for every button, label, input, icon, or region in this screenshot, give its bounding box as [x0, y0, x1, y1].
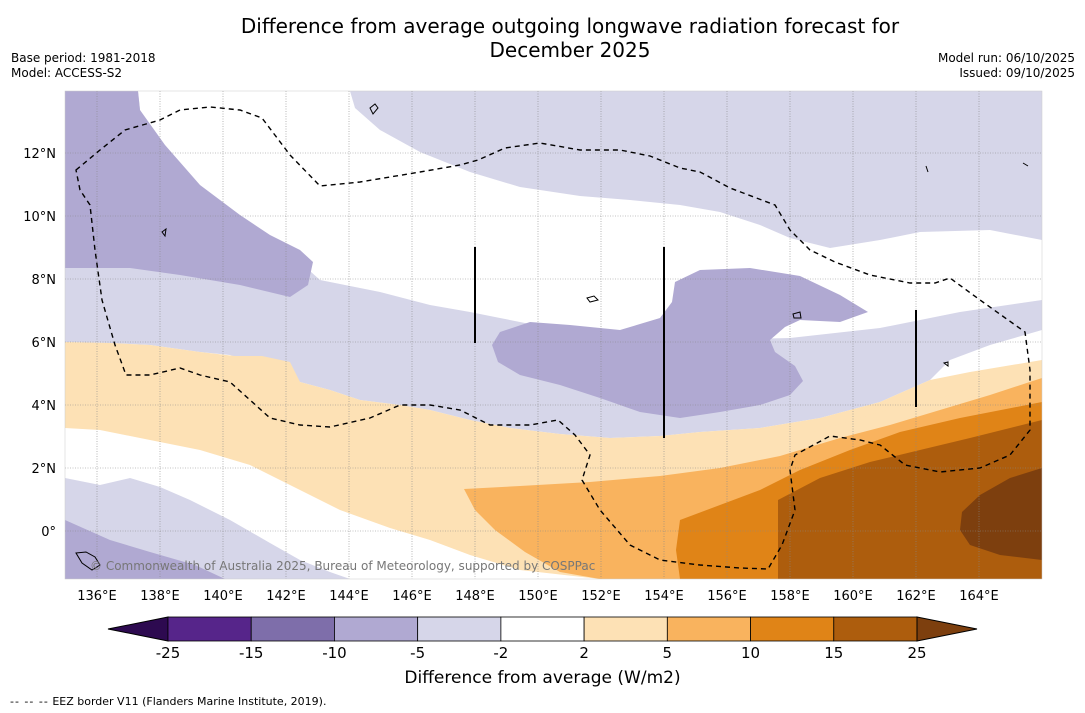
model-run: Model run: 06/10/2025 — [937, 51, 1075, 65]
island-north — [369, 103, 379, 115]
lat-tick-label: 0° — [41, 525, 56, 540]
island-northeast — [1022, 162, 1029, 167]
lon-tick-label: 144°E — [329, 589, 369, 604]
meta-right: Model run: 06/10/2025 Issued: 09/10/2025 — [938, 51, 1075, 81]
island-east — [942, 361, 949, 367]
lon-tick-label: 156°E — [707, 589, 747, 604]
colorbar-segment — [334, 616, 419, 642]
colorbar-tick-label: 25 — [907, 644, 926, 662]
eez-border — [75, 106, 1031, 570]
lon-tick-label: 136°E — [77, 589, 117, 604]
latitude-axis: 12°N 10°N 8°N 6°N 4°N 2°N 0° — [23, 147, 56, 540]
island-cluster-2 — [792, 311, 802, 319]
longitude-axis: 136°E 138°E 140°E 142°E 144°E 146°E 148°E 150°E… — [77, 589, 999, 604]
gridlines — [65, 91, 1042, 579]
contour-neg5-north — [65, 91, 1042, 438]
colorbar-tick-label: -5 — [410, 644, 425, 662]
lon-tick-label: 142°E — [266, 589, 306, 604]
colorbar-ticks: -25 -15 -10 -5 -2 2 5 10 15 25 — [156, 644, 927, 662]
colorbar-title: Difference from average (W/m2) — [404, 668, 681, 688]
colorbar: -25 -15 -10 -5 -2 2 5 10 15 25 — [107, 616, 978, 662]
lon-tick-label: 152°E — [581, 589, 621, 604]
lat-tick-label: 6°N — [32, 336, 57, 351]
meta-left: Base period: 1981-2018 Model: ACCESS-S2 — [11, 51, 156, 81]
contour-pos2-stripe — [760, 365, 1042, 452]
colorbar-over-arrow — [916, 616, 978, 642]
colorbar-segment — [417, 616, 502, 642]
lon-tick-label: 150°E — [518, 589, 558, 604]
islands — [75, 103, 1029, 571]
footnote: -- -- -- EEZ border V11 (Flanders Marine… — [10, 695, 326, 708]
contour-neg10-west — [65, 91, 313, 297]
map-title: Difference from average outgoing longwav… — [0, 14, 1085, 62]
colorbar-segment — [500, 616, 585, 642]
lon-tick-label: 162°E — [896, 589, 936, 604]
colorbar-tick-label: 15 — [824, 644, 843, 662]
model-name: Model: ACCESS-S2 — [11, 66, 123, 80]
lat-tick-label: 12°N — [23, 147, 56, 162]
colorbar-tick-label: -10 — [322, 644, 347, 662]
lat-tick-label: 8°N — [32, 273, 57, 288]
copyright-notice: © Commonwealth of Australia 2025, Bureau… — [90, 559, 595, 573]
lon-tick-label: 148°E — [455, 589, 495, 604]
contour-neg10-south — [65, 520, 225, 579]
island-ne2 — [925, 165, 929, 173]
colorbar-tick-label: -2 — [493, 644, 508, 662]
colorbar-tick-label: -15 — [239, 644, 264, 662]
contour-neg10-central — [492, 268, 868, 418]
plot-frame — [64, 90, 1043, 580]
island-southwest — [75, 551, 101, 571]
title-line-2: December 2025 — [489, 38, 651, 62]
lat-tick-label: 10°N — [23, 210, 56, 225]
contour-pos25 — [960, 468, 1042, 560]
colorbar-tick-label: 2 — [579, 644, 589, 662]
map-plot-area: © Commonwealth of Australia 2025, Bureau… — [65, 91, 1042, 579]
lat-tick-label: 2°N — [32, 462, 57, 477]
colorbar-tick-label: -25 — [156, 644, 181, 662]
colorbar-segment — [833, 616, 918, 642]
lon-tick-label: 154°E — [644, 589, 684, 604]
lon-tick-label: 160°E — [833, 589, 873, 604]
island-west — [161, 227, 167, 238]
base-period: Base period: 1981-2018 — [11, 51, 156, 65]
lon-tick-label: 138°E — [140, 589, 180, 604]
colorbar-segment — [167, 616, 252, 642]
footnote-dashes: -- -- -- — [10, 695, 49, 708]
colorbar-tick-label: 5 — [663, 644, 673, 662]
colorbar-tick-label: 10 — [741, 644, 760, 662]
title-line-1: Difference from average outgoing longwav… — [240, 14, 900, 38]
colorbar-segment — [583, 616, 668, 642]
lon-tick-label: 164°E — [959, 589, 999, 604]
marker-lines — [474, 247, 917, 438]
footnote-text: EEZ border V11 (Flanders Marine Institut… — [52, 695, 327, 708]
colorbar-under-arrow — [107, 616, 169, 642]
lon-tick-label: 146°E — [392, 589, 432, 604]
lon-tick-label: 140°E — [203, 589, 243, 604]
island-cluster-1 — [586, 295, 599, 303]
lat-tick-label: 4°N — [32, 399, 57, 414]
issued-date: Issued: 09/10/2025 — [959, 66, 1075, 80]
colorbar-segment — [750, 616, 835, 642]
colorbar-segments — [167, 616, 918, 642]
lon-tick-label: 158°E — [770, 589, 810, 604]
colorbar-segment — [250, 616, 335, 642]
colorbar-segment — [666, 616, 751, 642]
